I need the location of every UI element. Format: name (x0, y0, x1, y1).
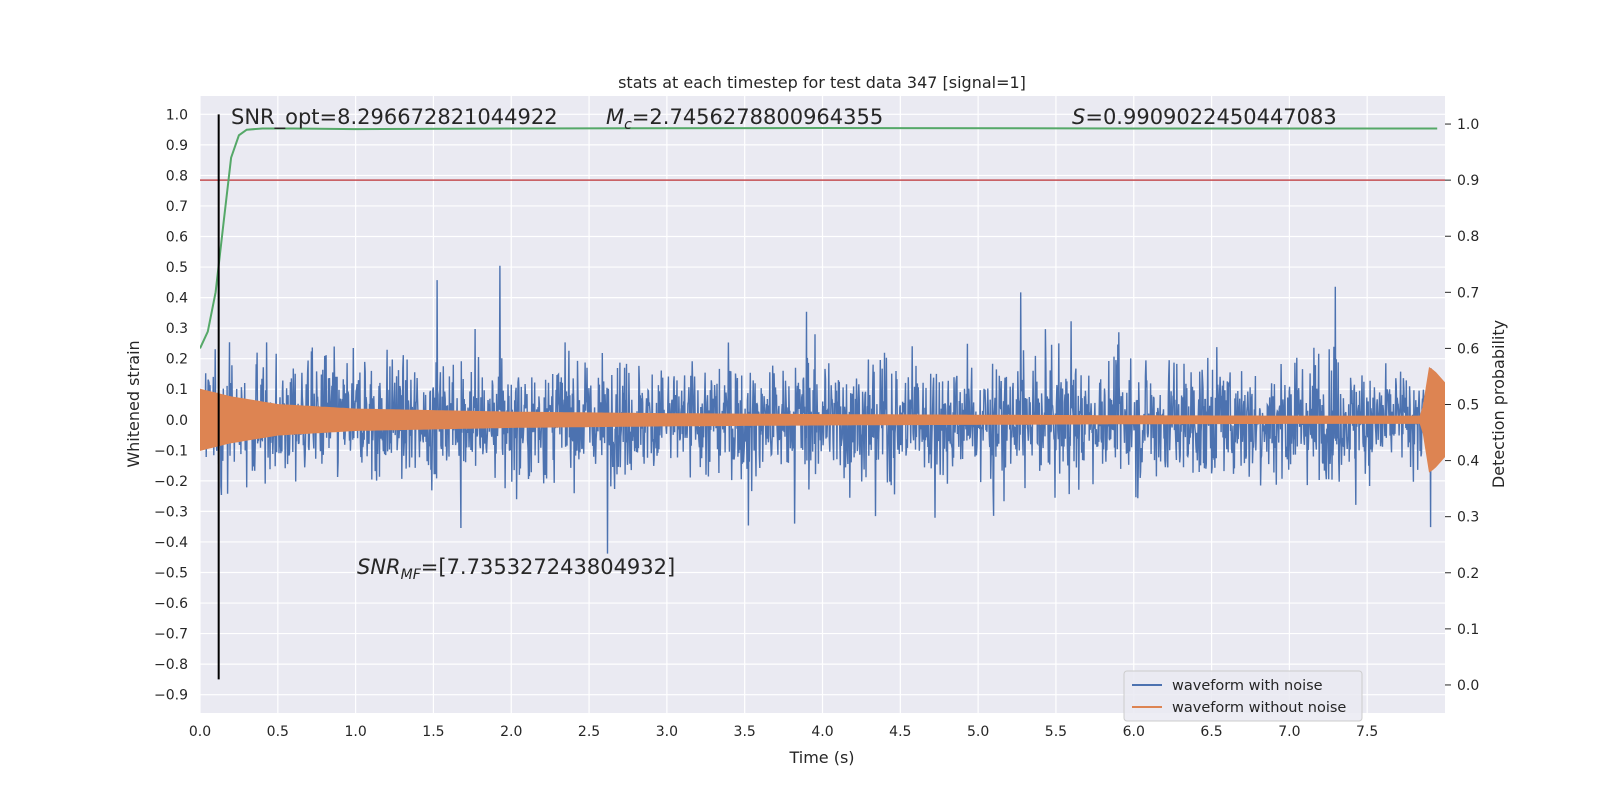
x-ticks: 0.0 0.5 1.0 1.5 2.0 2.5 3.0 3.5 4.0 4.5 5.0 5.5 6.0 6… (189, 724, 1378, 740)
annotation-snr-mf-value: =[7.735327243804932] (421, 555, 675, 579)
y2-tick-label: 0.6 (1457, 341, 1479, 357)
y-tick-label: 0.4 (166, 291, 188, 307)
annotation-s-value: =0.9909022450447083 (1085, 105, 1336, 129)
y2-tick-label: 0.7 (1457, 285, 1479, 301)
y2-ticks: 1.0 0.9 0.8 0.7 0.6 0.5 0.4 0.3 0.2 0.1 0.0 (1445, 117, 1479, 694)
x-axis-label: Time (s) (788, 748, 854, 767)
x-tick-label: 2.5 (578, 724, 600, 740)
y2-tick-label: 0.4 (1457, 454, 1479, 470)
y2-tick-label: 0.0 (1457, 678, 1479, 694)
series-waveform-without-noise (200, 366, 1445, 473)
y-tick-label: −0.5 (154, 565, 188, 581)
y-tick-label: −0.8 (154, 657, 188, 673)
x-tick-label: 3.5 (734, 724, 756, 740)
y2-tick-label: 0.1 (1457, 622, 1479, 638)
x-tick-label: 6.0 (1123, 724, 1145, 740)
legend: waveform with noise waveform without noi… (1123, 670, 1363, 722)
x-tick-label: 5.5 (1045, 724, 1067, 740)
x-tick-label: 2.0 (500, 724, 522, 740)
y-ticks: 1.0 0.9 0.8 0.7 0.6 0.5 0.4 0.3 0.2 0.1 0.0 −0.1 −0.… (154, 107, 188, 703)
chart-title: stats at each timestep for test data 347… (618, 73, 1026, 92)
y-tick-label: −0.1 (154, 443, 188, 459)
y-tick-label: 0.0 (166, 413, 188, 429)
y-tick-label: −0.9 (154, 688, 188, 704)
x-tick-label: 6.5 (1200, 724, 1222, 740)
legend-label-noise: waveform with noise (1172, 678, 1323, 694)
x-tick-label: 0.0 (189, 724, 211, 740)
y2-tick-label: 0.2 (1457, 566, 1479, 582)
legend-label-clean: waveform without noise (1172, 700, 1346, 716)
x-tick-label: 0.5 (267, 724, 289, 740)
x-tick-label: 4.0 (811, 724, 833, 740)
x-tick-label: 1.0 (344, 724, 366, 740)
y2-tick-label: 1.0 (1457, 117, 1479, 133)
y-tick-label: 0.1 (166, 382, 188, 398)
series-waveform-with-noise (200, 265, 1438, 554)
y2-axis-label: Detection probability (1489, 320, 1508, 488)
annotation-snr-opt: SNR_opt=8.296672821044922 (231, 105, 558, 130)
y-tick-label: −0.6 (154, 596, 188, 612)
legend-box (1123, 670, 1363, 722)
y-tick-label: 0.3 (166, 321, 188, 337)
annotation-s: S=0.9909022450447083 (1072, 105, 1337, 129)
y-tick-label: 0.9 (166, 138, 188, 154)
x-tick-label: 7.5 (1356, 724, 1378, 740)
x-tick-label: 3.0 (656, 724, 678, 740)
series-detection-probability (200, 126, 1438, 349)
y-tick-label: 0.2 (166, 352, 188, 368)
y2-tick-label: 0.9 (1457, 173, 1479, 189)
y-tick-label: 0.5 (166, 260, 188, 276)
y2-tick-label: 0.8 (1457, 229, 1479, 245)
y-tick-label: 1.0 (166, 107, 188, 123)
y-tick-label: −0.2 (154, 474, 188, 490)
x-tick-label: 7.0 (1278, 724, 1300, 740)
y-tick-label: 0.7 (166, 199, 188, 215)
y-tick-label: −0.7 (154, 627, 188, 643)
y-tick-label: 0.8 (166, 168, 188, 184)
y2-tick-label: 0.5 (1457, 398, 1479, 414)
y-tick-label: −0.4 (154, 535, 188, 551)
annotation-mc-value: =2.7456278800964355 (632, 105, 883, 129)
x-tick-label: 1.5 (422, 724, 444, 740)
x-tick-label: 4.5 (889, 724, 911, 740)
x-tick-label: 5.0 (967, 724, 989, 740)
y-tick-label: 0.6 (166, 230, 188, 246)
annotation-mc: Mc=2.7456278800964355 (606, 105, 883, 133)
annotation-snr-mf: SNRMF=[7.735327243804932] (357, 555, 675, 583)
y-tick-label: −0.3 (154, 504, 188, 520)
y2-tick-label: 0.3 (1457, 510, 1479, 526)
y-axis-label: Whitened strain (124, 340, 143, 467)
